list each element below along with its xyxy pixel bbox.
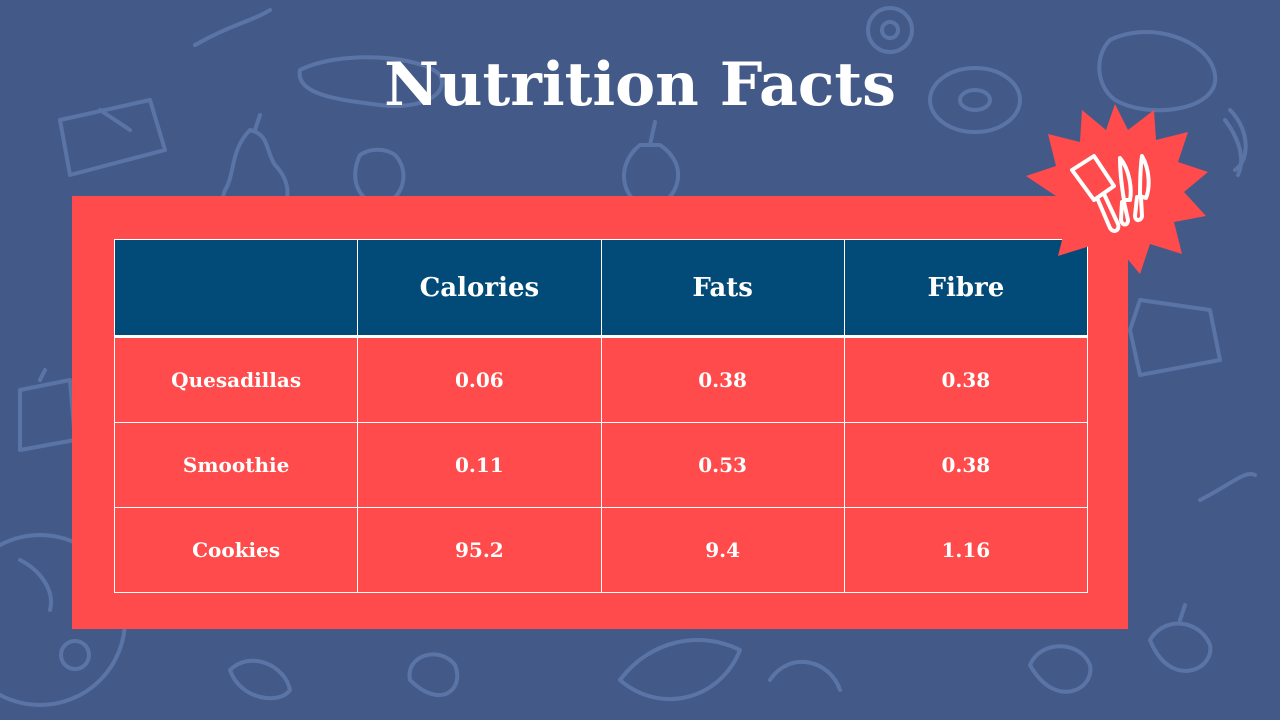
table-cell: 0.11 — [357, 422, 602, 508]
table-cell: 0.53 — [600, 422, 845, 508]
header-cell-calories: Calories — [357, 239, 602, 337]
header-cell-fibre: Fibre — [843, 239, 1089, 337]
slide-title: Nutrition Facts — [384, 50, 896, 120]
row-label: Cookies — [113, 507, 359, 593]
header-cell-empty — [113, 239, 359, 337]
nutrition-table: Calories Fats Fibre Quesadillas 0.06 0.3… — [113, 239, 1089, 593]
table-row: Cookies 95.2 9.4 1.16 — [113, 507, 1089, 593]
kitchen-knives-icon — [1026, 104, 1208, 276]
table-cell: 95.2 — [357, 507, 602, 593]
table-panel: Calories Fats Fibre Quesadillas 0.06 0.3… — [72, 196, 1128, 629]
table-row: Smoothie 0.11 0.53 0.38 — [113, 422, 1089, 508]
table-row: Quesadillas 0.06 0.38 0.38 — [113, 336, 1089, 423]
table-cell: 0.06 — [357, 336, 602, 423]
table-header-row: Calories Fats Fibre — [113, 239, 1089, 337]
table-cell: 0.38 — [600, 336, 845, 423]
table-cell: 0.38 — [843, 422, 1089, 508]
table-cell: 0.38 — [843, 336, 1089, 423]
row-label: Smoothie — [113, 422, 359, 508]
table-cell: 9.4 — [600, 507, 845, 593]
table-cell: 1.16 — [843, 507, 1089, 593]
row-label: Quesadillas — [113, 336, 359, 423]
header-cell-fats: Fats — [600, 239, 845, 337]
